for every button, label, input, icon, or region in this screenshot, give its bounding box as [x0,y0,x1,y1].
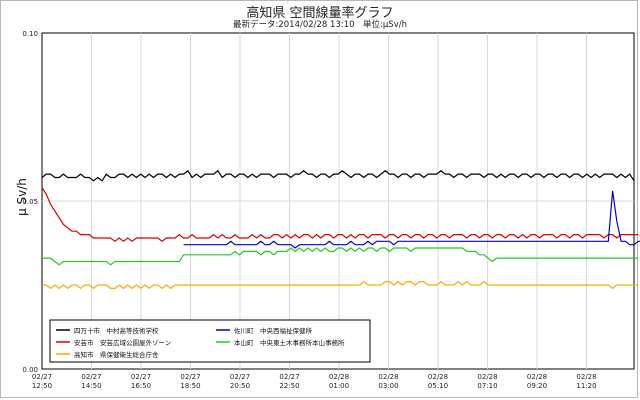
x-tick-label: 02/27 [279,373,299,381]
legend-label: 佐川町 中央西福祉保健所 [234,326,313,335]
x-tick-label: 12:50 [32,382,52,390]
x-tick-label: 02/28 [329,373,349,381]
x-tick-label: 20:50 [230,382,250,390]
legend-label: 四万十市 中村高等技術学校 [74,326,159,335]
x-tick-label: 14:50 [81,382,101,390]
chart-title: 高知県 空間線量率グラフ [246,6,394,21]
y-tick-label: 0.10 [22,30,38,38]
x-tick-label: 02/28 [378,373,398,381]
x-tick-label: 03:00 [378,382,398,390]
y-tick-label: 0.00 [22,366,38,374]
chart-subtitle: 最新データ:2014/02/28 13:10 単位:μSv/h [232,20,407,30]
x-tick-label: 18:50 [180,382,200,390]
series-line-0 [41,169,635,182]
x-tick-label: 09:20 [527,382,547,390]
series-line-4 [42,247,639,266]
x-tick-label: 02/27 [32,373,52,381]
legend-label: 高知市 県保健衛生総合庁舎 [74,350,159,359]
x-tick-label: 01:00 [329,382,349,390]
legend-label: 安芸市 安芸広域公園屋外ゾーン [74,338,171,347]
y-tick-label: 0.05 [22,198,38,206]
legend-label: 本山町 中央東土木事務所本山事務所 [234,338,345,347]
x-tick-label: 16:50 [131,382,151,390]
x-tick-label: 07:10 [477,382,497,390]
x-tick-label: 02/27 [131,373,151,381]
x-tick-label: 05:10 [428,382,448,390]
x-tick-label: 02/28 [477,373,497,381]
x-tick-label: 02/27 [180,373,200,381]
series-line-3 [183,190,640,249]
x-tick-label: 11:20 [576,382,596,390]
legend-box [49,319,371,363]
x-tick-label: 02/28 [428,373,448,381]
x-tick-label: 02/27 [230,373,250,381]
series-line-2 [42,280,639,290]
x-tick-label: 02/28 [527,373,547,381]
x-tick-label: 02/27 [81,373,101,381]
x-tick-label: 02/28 [576,373,596,381]
series-line-1 [41,187,639,243]
x-tick-label: 22:50 [279,382,299,390]
